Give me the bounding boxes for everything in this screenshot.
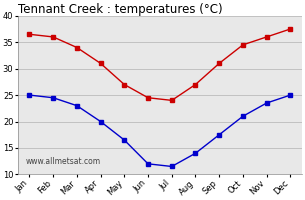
Text: Tennant Creek : temperatures (°C): Tennant Creek : temperatures (°C) [18, 3, 222, 16]
Text: www.allmetsat.com: www.allmetsat.com [26, 157, 101, 166]
